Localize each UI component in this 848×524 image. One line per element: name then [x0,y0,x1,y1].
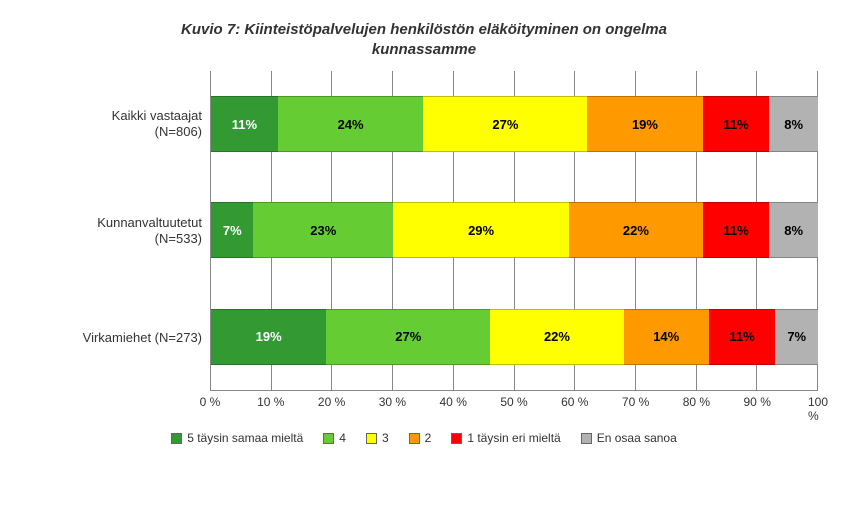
legend-label: 3 [382,431,389,445]
legend-swatch [366,433,377,444]
x-tick: 30 % [379,395,406,409]
legend-label: 2 [425,431,432,445]
category-label: Kaikki vastaajat(N=806) [30,74,202,174]
chart-container: Kuvio 7: Kiinteistöpalvelujen henkilöstö… [0,0,848,524]
chart-title-line2: kunnassamme [372,41,476,58]
legend-label: 4 [339,431,346,445]
legend-label: 1 täysin eri mieltä [467,431,560,445]
bar-segment: 19% [211,309,326,365]
legend-swatch [409,433,420,444]
legend-item: 2 [409,431,432,445]
legend-label: 5 täysin samaa mieltä [187,431,303,445]
bar-segment: 22% [569,202,703,258]
bar-segment: 7% [775,309,817,365]
x-axis: 0 %10 %20 %30 %40 %50 %60 %70 %80 %90 %1… [210,391,818,413]
legend-swatch [171,433,182,444]
bar-segment: 11% [703,96,770,152]
x-tick: 70 % [622,395,649,409]
bar-segment: 11% [703,202,770,258]
chart-title: Kuvio 7: Kiinteistöpalvelujen henkilöstö… [30,20,818,59]
legend-item: 1 täysin eri mieltä [451,431,560,445]
bar-segment: 8% [769,96,818,152]
bar-segment: 19% [587,96,702,152]
legend-label: En osaa sanoa [597,431,677,445]
x-tick: 50 % [500,395,527,409]
chart-title-line1: Kuvio 7: Kiinteistöpalvelujen henkilöstö… [181,21,667,38]
plot-area: 11%24%27%19%11%8%7%23%29%22%11%8%19%27%2… [210,71,818,391]
category-label: Kunnanvaltuutetut(N=533) [30,181,202,281]
bar-segment: 29% [393,202,569,258]
bar-segment: 27% [423,96,587,152]
bar-segment: 14% [624,309,709,365]
legend-swatch [323,433,334,444]
bars: 11%24%27%19%11%8%7%23%29%22%11%8%19%27%2… [211,71,818,390]
bar-segment: 27% [326,309,490,365]
legend-item: En osaa sanoa [581,431,677,445]
x-tick: 20 % [318,395,345,409]
x-tick: 80 % [683,395,710,409]
bar-segment: 23% [253,202,393,258]
bar-segment: 11% [709,309,776,365]
bar-segment: 8% [769,202,818,258]
bar-row: 11%24%27%19%11%8% [211,96,818,152]
bar-row: 19%27%22%14%11%7% [211,309,818,365]
legend-swatch [581,433,592,444]
legend-item: 3 [366,431,389,445]
legend-item: 4 [323,431,346,445]
bar-segment: 24% [278,96,424,152]
x-tick: 0 % [200,395,221,409]
x-tick: 60 % [561,395,588,409]
x-tick: 100 % [808,395,828,423]
legend-swatch [451,433,462,444]
bar-segment: 7% [211,202,253,258]
plot-row: Kaikki vastaajat(N=806)Kunnanvaltuutetut… [30,71,818,391]
y-axis-labels: Kaikki vastaajat(N=806)Kunnanvaltuutetut… [30,71,210,391]
legend: 5 täysin samaa mieltä 4 3 2 1 täysin eri mie… [30,431,818,445]
x-tick: 40 % [440,395,467,409]
category-label: Virkamiehet (N=273) [30,288,202,388]
bar-row: 7%23%29%22%11%8% [211,202,818,258]
legend-item: 5 täysin samaa mieltä [171,431,303,445]
bar-segment: 11% [211,96,278,152]
bar-segment: 22% [490,309,624,365]
x-tick: 90 % [744,395,771,409]
x-tick: 10 % [257,395,284,409]
